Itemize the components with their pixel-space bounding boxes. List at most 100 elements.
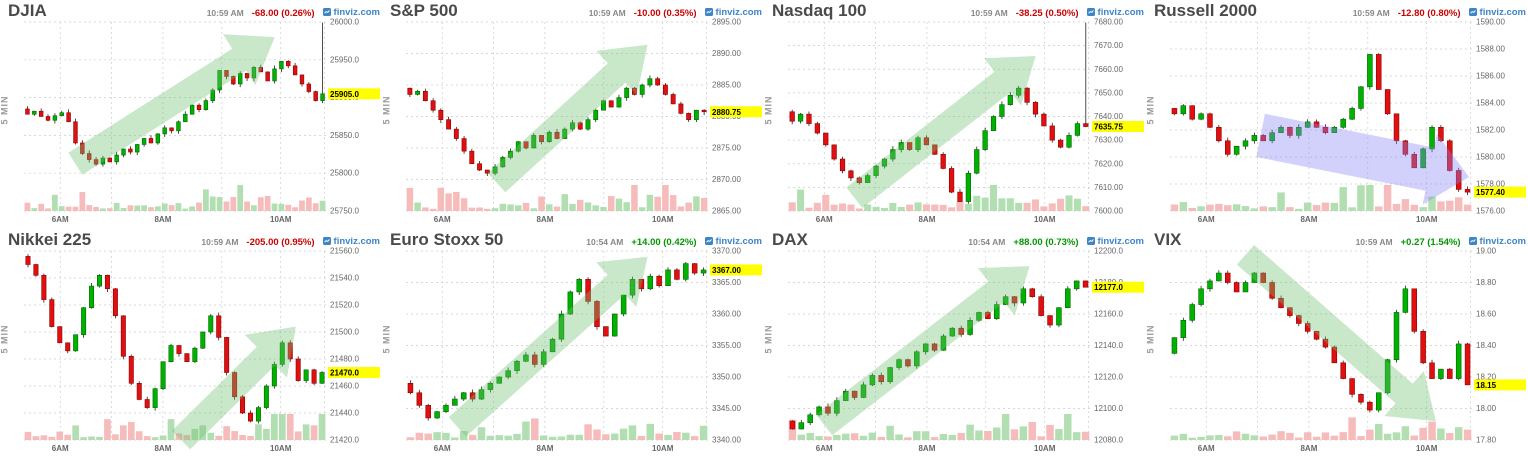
svg-text:6AM: 6AM (52, 444, 69, 453)
nasdaq100-candlestick-chart: 7680.00 7670.00 7660.00 7650.00 7640.00 7630.… (788, 18, 1144, 224)
chart-panel-vix[interactable]: 19.00 18.80 18.60 18.40 18.20 18.00 17.80 6AM 8A… (1146, 229, 1528, 458)
svg-text:2880.75: 2880.75 (712, 108, 741, 117)
svg-text:25950.0: 25950.0 (330, 55, 359, 64)
finviz-logo-icon (1468, 8, 1477, 16)
chart-panel-djia[interactable]: 26000.025950.025900.025850.025800.025750… (0, 0, 382, 229)
svg-text:21500.0: 21500.0 (330, 328, 359, 337)
svg-text:3345.00: 3345.00 (712, 404, 741, 413)
chart-panel-sp500[interactable]: 2895.002890.002885.002880.002875.002870.… (382, 0, 764, 229)
svg-text:2875.00: 2875.00 (712, 144, 741, 153)
svg-text:2895.00: 2895.00 (712, 18, 741, 27)
svg-text:21420.0: 21420.0 (330, 436, 359, 445)
eurostoxx50-candlestick-chart: 3370.00 3365.00 3360.00 3355.00 3350.00 3345.… (406, 247, 762, 453)
timeframe-label: 5 MIN (1146, 324, 1156, 354)
svg-text:21460.0: 21460.0 (330, 382, 359, 391)
svg-text:18.40: 18.40 (1476, 341, 1497, 350)
svg-text:7630.00: 7630.00 (1094, 136, 1123, 145)
svg-text:21440.0: 21440.0 (330, 409, 359, 418)
svg-text:6AM: 6AM (434, 444, 451, 453)
finviz-logo-icon (322, 237, 331, 245)
svg-text:7620.00: 7620.00 (1094, 159, 1123, 168)
finviz-logo-icon (1086, 8, 1095, 16)
svg-text:21540.0: 21540.0 (330, 274, 359, 283)
timeframe-label: 5 MIN (764, 324, 774, 354)
finviz-link[interactable]: finviz.com (1468, 235, 1526, 247)
svg-text:8AM: 8AM (918, 444, 935, 453)
svg-text:3370.00: 3370.00 (712, 247, 741, 256)
finviz-logo-icon (704, 237, 713, 245)
svg-text:7660.00: 7660.00 (1094, 65, 1123, 74)
svg-text:1577.40: 1577.40 (1476, 188, 1505, 197)
svg-text:2885.00: 2885.00 (712, 81, 741, 90)
timeframe-label: 5 MIN (1146, 95, 1156, 125)
svg-text:25905.0: 25905.0 (330, 90, 359, 99)
svg-text:8AM: 8AM (536, 444, 553, 453)
svg-text:7600.00: 7600.00 (1094, 207, 1123, 216)
svg-text:18.00: 18.00 (1476, 404, 1497, 413)
finviz-link-label: finviz.com (1479, 235, 1526, 247)
svg-text:6AM: 6AM (816, 215, 833, 224)
timeframe-label: 5 MIN (0, 324, 10, 354)
chart-panel-nasdaq100[interactable]: 7680.00 7670.00 7660.00 7650.00 7640.00 7630.… (764, 0, 1146, 229)
dax-candlestick-chart: 12200.012180.012160.012140.012120.012100… (788, 247, 1144, 453)
svg-text:8AM: 8AM (918, 215, 935, 224)
svg-text:12080.0: 12080.0 (1094, 436, 1123, 445)
svg-text:10AM: 10AM (1416, 215, 1438, 224)
finviz-link-label: finviz.com (1097, 6, 1144, 18)
svg-text:6AM: 6AM (816, 444, 833, 453)
chart-panel-eurostoxx50[interactable]: 3370.00 3365.00 3360.00 3355.00 3350.00 3345.… (382, 229, 764, 458)
finviz-link[interactable]: finviz.com (1086, 6, 1144, 18)
svg-text:1576.00: 1576.00 (1476, 207, 1505, 216)
finviz-link[interactable]: finviz.com (322, 6, 380, 18)
svg-text:25750.0: 25750.0 (330, 207, 359, 216)
chart-panel-dax[interactable]: 12200.012180.012160.012140.012120.012100… (764, 229, 1146, 458)
finviz-link-label: finviz.com (333, 235, 380, 247)
finviz-logo-icon (322, 8, 331, 16)
finviz-logo-icon (704, 8, 713, 16)
timeframe-label: 5 MIN (382, 95, 392, 125)
svg-text:7680.00: 7680.00 (1094, 18, 1123, 27)
svg-text:12100.0: 12100.0 (1094, 404, 1123, 413)
timeframe-label: 5 MIN (764, 95, 774, 125)
svg-text:8AM: 8AM (154, 215, 171, 224)
svg-text:12120.0: 12120.0 (1094, 373, 1123, 382)
svg-text:3360.00: 3360.00 (712, 310, 741, 319)
svg-text:6AM: 6AM (1198, 215, 1215, 224)
chart-panel-nikkei225[interactable]: 21560.0 21540.0 21520.0 21500.0 21480.0 21460… (0, 229, 382, 458)
svg-text:25800.0: 25800.0 (330, 169, 359, 178)
svg-text:18.80: 18.80 (1476, 278, 1497, 287)
finviz-link[interactable]: finviz.com (1468, 7, 1526, 18)
svg-text:10AM: 10AM (652, 444, 674, 453)
finviz-link-label: finviz.com (333, 6, 380, 18)
finviz-logo-icon (1468, 237, 1477, 245)
svg-text:17.80: 17.80 (1476, 436, 1497, 445)
finviz-link-label: finviz.com (715, 235, 762, 247)
svg-text:7640.00: 7640.00 (1094, 112, 1123, 121)
sp500-candlestick-chart: 2895.002890.002885.002880.002875.002870.… (406, 18, 762, 224)
finviz-link[interactable]: finviz.com (1086, 236, 1144, 247)
svg-text:3365.00: 3365.00 (712, 278, 741, 287)
svg-text:18.20: 18.20 (1476, 373, 1497, 382)
vix-candlestick-chart: 19.00 18.80 18.60 18.40 18.20 18.00 17.80 6AM 8A… (1170, 245, 1526, 453)
svg-text:12140.0: 12140.0 (1094, 341, 1123, 350)
svg-text:26000.0: 26000.0 (330, 18, 359, 27)
svg-text:1584.00: 1584.00 (1476, 99, 1505, 108)
svg-text:8AM: 8AM (536, 215, 553, 224)
svg-text:6AM: 6AM (434, 215, 451, 224)
svg-text:25850.0: 25850.0 (330, 131, 359, 140)
timeframe-label: 5 MIN (0, 95, 10, 125)
svg-text:21470.0: 21470.0 (330, 369, 359, 378)
finviz-link[interactable]: finviz.com (322, 235, 380, 247)
finviz-link[interactable]: finviz.com (704, 235, 762, 247)
finviz-logo-icon (1086, 237, 1095, 245)
svg-text:21520.0: 21520.0 (330, 301, 359, 310)
svg-text:7610.00: 7610.00 (1094, 183, 1123, 192)
svg-text:1586.00: 1586.00 (1476, 72, 1505, 81)
svg-text:8AM: 8AM (154, 444, 171, 453)
svg-text:6AM: 6AM (52, 215, 69, 224)
djia-candlestick-chart: 26000.025950.025900.025850.025800.025750… (24, 18, 380, 224)
chart-panel-russell2000[interactable]: 1590.00 1588.00 1586.00 1584.00 1582.00 1580.… (1146, 0, 1528, 229)
svg-text:2890.00: 2890.00 (712, 49, 741, 58)
finviz-link[interactable]: finviz.com (704, 7, 762, 18)
svg-text:8AM: 8AM (1300, 215, 1317, 224)
